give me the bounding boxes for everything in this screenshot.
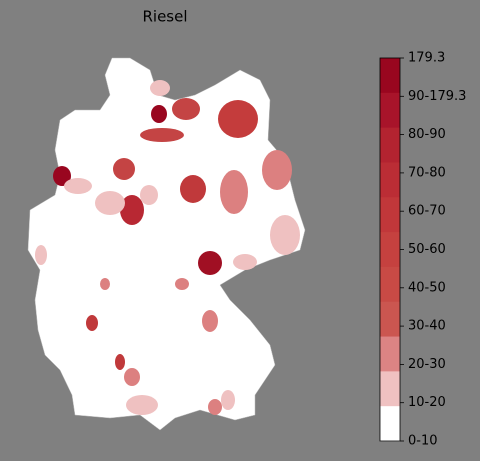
district [180,175,206,203]
colorbar-label: 80-90 [408,127,446,142]
colorbar-segment [380,58,400,94]
district [175,278,189,290]
district [120,195,144,225]
districts [35,80,300,415]
district [124,368,140,386]
colorbar-segment [380,197,400,233]
colorbar-label: 30-40 [408,319,446,334]
district [126,395,158,415]
colorbar-label: 70-80 [408,165,446,180]
district [140,185,158,205]
colorbar-label: 60-70 [408,204,446,219]
district [270,215,300,255]
colorbar-segment [380,92,400,129]
district [86,315,98,331]
district [233,254,257,270]
map-title: Riesel [142,8,187,26]
district [262,150,292,190]
country-outline [27,57,306,431]
district [140,128,184,142]
district [218,100,258,138]
colorbar-label: 90-179.3 [408,89,466,104]
colorbar-segment [380,127,400,163]
district [113,158,135,180]
colorbar-label: 10-20 [408,395,446,410]
district [95,191,125,215]
colorbar: 179.3 90-179.3 80-90 70-80 60-70 50-60 40-50 30… [379,51,466,449]
district [202,310,218,332]
colorbar-segment [380,301,400,338]
colorbar-label: 50-60 [408,242,446,257]
district [151,105,167,123]
district [198,251,222,275]
district [115,354,125,370]
colorbar-segment [380,266,400,303]
colorbar-segment [380,336,400,372]
colorbar-segment [380,162,400,198]
colorbar-label: 40-50 [408,280,446,295]
colorbar-label: 179.3 [408,51,445,66]
district [172,98,200,120]
district [64,178,92,194]
district [53,166,71,186]
district [220,170,248,214]
colorbar-label: 0-10 [408,434,438,449]
district [150,80,170,96]
germany-map [27,57,306,431]
district [35,245,47,265]
colorbar-segment [380,232,400,268]
district [208,399,222,415]
colorbar-label: 20-30 [408,357,446,372]
colorbar-segment [380,406,400,442]
district [221,390,235,410]
district [100,278,110,290]
colorbar-segment [380,371,400,407]
